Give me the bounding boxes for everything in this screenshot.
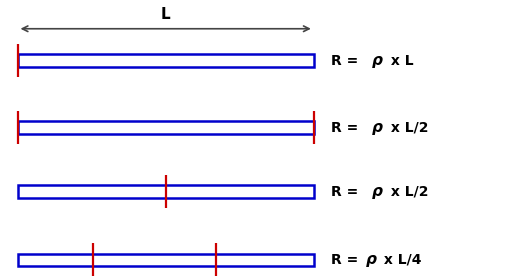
Text: ρ: ρ bbox=[372, 120, 383, 135]
Text: R =: R = bbox=[331, 121, 364, 135]
Text: R =: R = bbox=[331, 54, 364, 68]
Text: x L/2: x L/2 bbox=[386, 121, 428, 135]
Bar bbox=[17, 54, 314, 67]
Bar bbox=[17, 185, 314, 198]
Text: L: L bbox=[161, 7, 170, 22]
Text: x L/4: x L/4 bbox=[379, 253, 422, 267]
Text: x L/2: x L/2 bbox=[386, 185, 428, 199]
Bar bbox=[17, 254, 314, 266]
Text: R =: R = bbox=[331, 185, 364, 199]
Text: ρ: ρ bbox=[366, 252, 377, 267]
Bar bbox=[17, 121, 314, 134]
Text: x L: x L bbox=[386, 54, 413, 68]
Text: ρ: ρ bbox=[372, 184, 383, 199]
Text: R =: R = bbox=[331, 253, 358, 267]
Text: ρ: ρ bbox=[372, 53, 383, 68]
